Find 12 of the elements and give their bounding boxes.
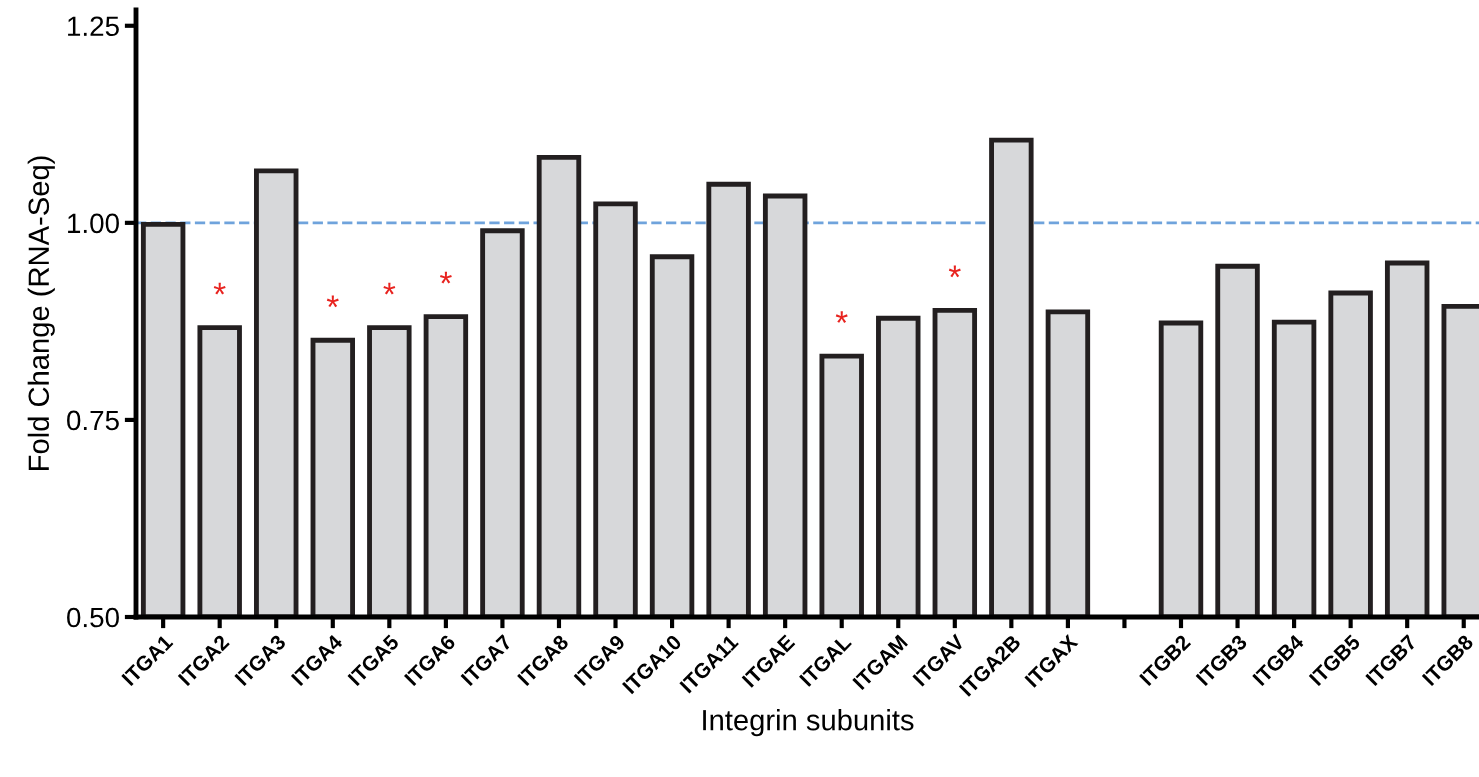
y-tick-label: 0.50 — [67, 607, 119, 628]
data-label: * — [383, 282, 396, 295]
data-label: * — [439, 271, 452, 284]
y-axis-title: Fold Change (RNA-Seq) — [27, 156, 55, 470]
y-tick-label: 0.75 — [67, 410, 119, 431]
data-label: * — [213, 282, 226, 295]
y-tick-label: 1.00 — [68, 213, 119, 234]
y-tick-label: 1.25 — [68, 16, 119, 37]
data-label: * — [835, 311, 848, 323]
data-label: * — [326, 295, 339, 308]
x-axis-title: Integrin subunits — [703, 709, 914, 737]
data-label: * — [948, 265, 961, 278]
